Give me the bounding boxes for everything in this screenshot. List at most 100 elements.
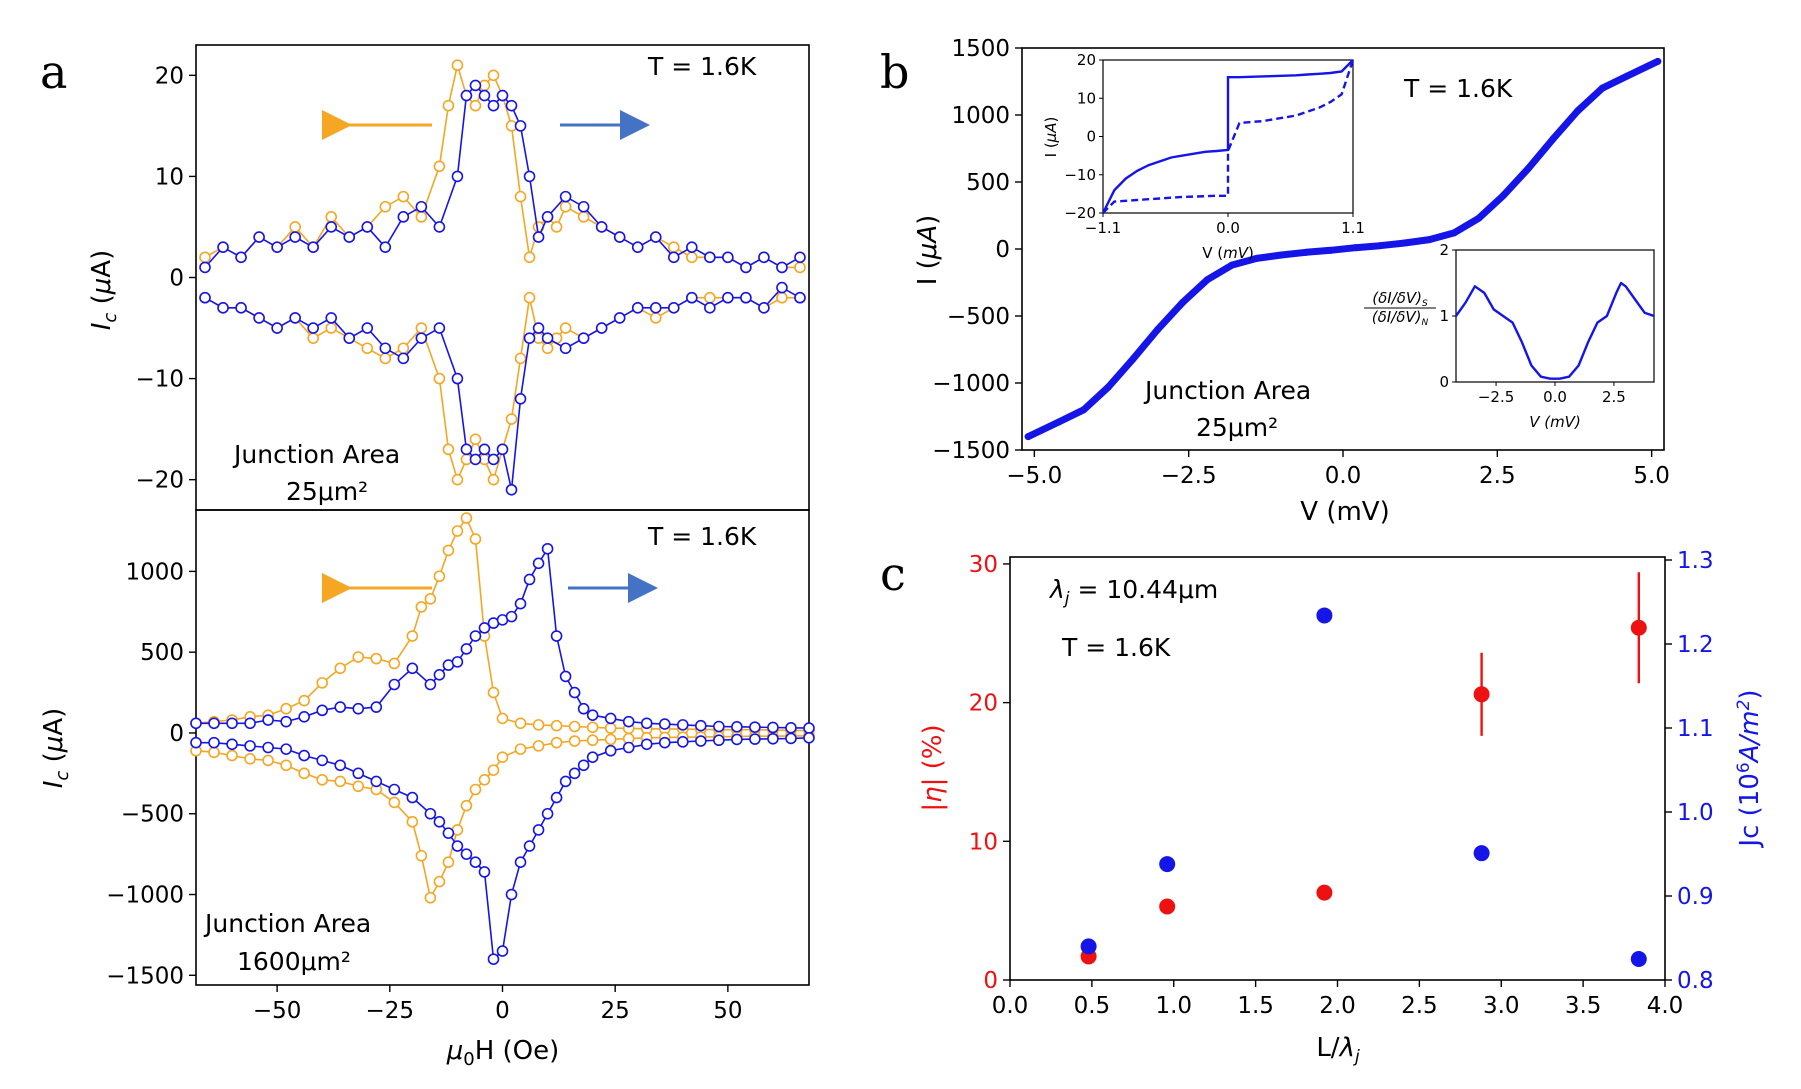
data-point xyxy=(541,807,554,820)
data-point xyxy=(803,732,815,744)
inset1-x-tick-label: 1.1 xyxy=(1341,219,1365,237)
data-point xyxy=(469,433,482,446)
data-point xyxy=(226,749,238,762)
data-point xyxy=(803,722,815,734)
data-point xyxy=(532,740,545,752)
inset1-y-tick-label: 0 xyxy=(1086,128,1096,146)
data-point xyxy=(433,875,446,888)
data-point xyxy=(622,741,635,754)
data-point xyxy=(478,866,491,878)
data-point xyxy=(379,352,392,365)
data-point xyxy=(496,751,509,763)
data-point xyxy=(217,302,229,314)
data-point xyxy=(1080,406,1088,414)
data-point xyxy=(1376,242,1384,250)
data-point xyxy=(676,719,689,731)
a-bottom-xlabel: μ0H (Oe) xyxy=(446,1036,560,1070)
data-point xyxy=(1327,246,1335,254)
data-point xyxy=(586,721,599,734)
data-point xyxy=(496,945,509,957)
data-point xyxy=(749,733,761,745)
data-point xyxy=(235,302,247,314)
data-point xyxy=(415,200,428,213)
data-point xyxy=(1302,248,1310,256)
data-point xyxy=(235,251,247,264)
data-point xyxy=(640,738,653,751)
a-top-ylabel: Ic (μA) xyxy=(87,250,121,330)
b-area-label: Junction Area xyxy=(1143,376,1311,405)
data-point xyxy=(532,322,545,334)
b-temp-label: T = 1.6K xyxy=(1403,74,1513,103)
data-point xyxy=(658,736,671,749)
svg-text:(δI/δV)N: (δI/δV)N xyxy=(1372,308,1429,328)
data-point xyxy=(199,291,211,304)
inset2-curve xyxy=(1455,281,1655,380)
data-point xyxy=(704,291,716,304)
a-bottom-area-label: Junction Area xyxy=(203,909,371,938)
data-point xyxy=(478,622,491,634)
jc-point xyxy=(1473,845,1490,862)
data-point xyxy=(1228,261,1236,269)
data-point xyxy=(695,735,707,747)
b-xlabel: V (mV) xyxy=(1300,497,1389,527)
b-inset2-ylabel: (δI/δV)S (δI/δV)N xyxy=(1364,289,1436,328)
data-point xyxy=(352,702,365,715)
data-point xyxy=(334,701,347,713)
c-x-tick-label: 1.5 xyxy=(1237,993,1274,1019)
data-point xyxy=(722,291,734,304)
data-point xyxy=(478,774,491,786)
data-point xyxy=(731,733,743,746)
data-point xyxy=(1253,254,1261,262)
data-point xyxy=(388,783,401,796)
data-point xyxy=(460,512,473,524)
eta-point xyxy=(1630,619,1647,636)
data-point xyxy=(1654,57,1662,65)
data-point xyxy=(1524,165,1532,173)
a-top-area-value: 25μm² xyxy=(286,477,368,506)
panel-a-bottom: −1500 −1000 −500 0 500 1000 −50 −25 0 25 50 T = 1.… xyxy=(39,509,815,1070)
c-x-tick-label: 2.0 xyxy=(1319,993,1356,1019)
inset1-x-tick-label: −1.1 xyxy=(1085,219,1121,237)
data-point xyxy=(1055,418,1063,426)
c-x-tick-label: 3.0 xyxy=(1483,993,1520,1019)
data-point xyxy=(208,717,220,730)
data-point xyxy=(704,251,716,264)
data-point xyxy=(271,322,283,334)
data-point xyxy=(433,816,446,828)
data-point xyxy=(514,743,527,755)
y-tick-label: 0 xyxy=(169,721,184,747)
c-x-tick-label: 3.5 xyxy=(1565,993,1602,1019)
data-point xyxy=(514,120,527,132)
series-line xyxy=(195,735,809,901)
data-point xyxy=(704,302,716,314)
data-point xyxy=(559,670,572,683)
data-point xyxy=(541,342,554,355)
data-point xyxy=(325,211,338,223)
c-right-ylabel: Jc (106A/m2) xyxy=(1734,689,1765,848)
data-point xyxy=(478,443,491,456)
a-bottom-area-value: 1600μm² xyxy=(237,947,351,976)
eta-point xyxy=(1316,884,1333,901)
data-point xyxy=(749,721,761,733)
data-point xyxy=(713,720,725,733)
data-point xyxy=(667,302,680,314)
c-left-tick-label: 10 xyxy=(969,829,998,855)
inset1-y-tick-label: 20 xyxy=(1077,51,1096,69)
eta-point xyxy=(1473,686,1490,703)
data-point xyxy=(289,231,301,243)
data-point xyxy=(595,322,608,334)
data-point xyxy=(604,722,617,734)
data-point xyxy=(442,827,455,839)
c-x-tick-label: 0.5 xyxy=(1074,993,1111,1019)
data-point xyxy=(595,221,608,233)
data-point xyxy=(361,322,374,334)
data-point xyxy=(352,767,365,780)
inset1-solid-curve xyxy=(1101,59,1354,214)
data-point xyxy=(316,677,329,689)
data-point xyxy=(532,557,545,570)
data-point xyxy=(505,888,518,901)
data-point xyxy=(577,200,590,213)
panel-c-letter: c xyxy=(880,547,906,601)
data-point xyxy=(785,721,797,734)
